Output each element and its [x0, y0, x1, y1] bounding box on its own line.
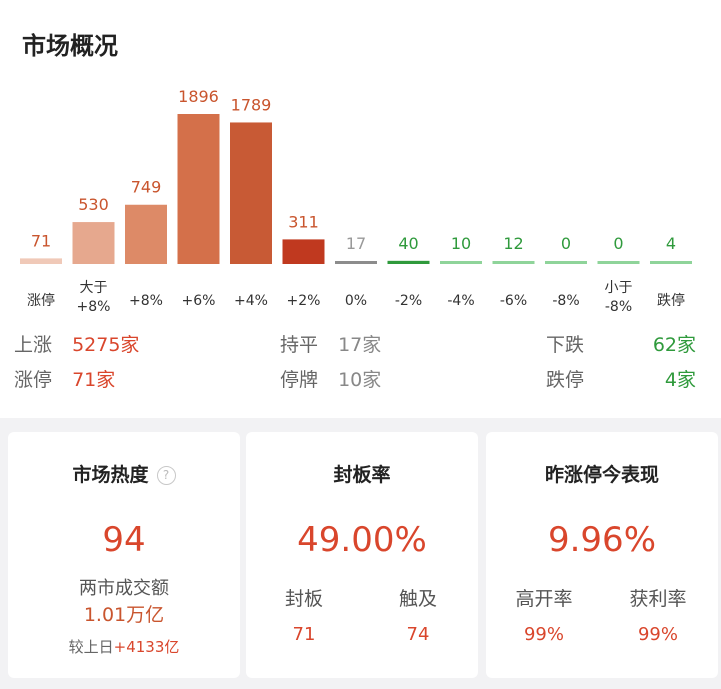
- halt-label: 停牌: [280, 369, 319, 391]
- high-open-rate-value: 99%: [523, 624, 564, 645]
- bar-0: [20, 258, 62, 264]
- bar-value-label: 530: [78, 195, 109, 214]
- category-label: +4%: [234, 293, 268, 309]
- bar-value-label: 749: [131, 178, 162, 197]
- seal-rate-title: 封板率: [333, 464, 391, 486]
- category-label: 大于+8%: [77, 280, 111, 315]
- market-overview-panel: 市场概况 71 涨停 530 大于+8% 749 +8% 1896 +6% 1789 +4% 311…: [0, 0, 721, 418]
- category-label: 小于-8%: [605, 280, 633, 315]
- flat-label: 持平: [280, 334, 319, 356]
- limit-down-count: 跌停 4家: [546, 365, 696, 392]
- bar-4: [230, 122, 272, 265]
- bar-value-label: 0: [561, 234, 571, 253]
- turnover-compare: 较上日+4133亿: [8, 636, 240, 657]
- category-label: -8%: [552, 293, 579, 309]
- high-open-rate-label: 高开率: [515, 588, 573, 610]
- down-value: 62家: [652, 334, 696, 356]
- bar-value-label: 0: [613, 234, 623, 253]
- yesterday-limit-up-title: 昨涨停今表现: [544, 464, 659, 486]
- category-label: +8%: [129, 293, 163, 309]
- bar-7: [387, 260, 430, 264]
- bar-2: [125, 204, 167, 264]
- bar-8: [440, 261, 482, 264]
- bar-1: [72, 222, 115, 264]
- bar-11: [597, 261, 640, 264]
- bar-3: [177, 114, 220, 264]
- category-label: 跌停: [657, 292, 685, 309]
- market-heat-title-text: 市场热度: [72, 464, 149, 486]
- compare-value: +4133亿: [113, 638, 180, 656]
- market-heat-card[interactable]: 市场热度? 94 两市成交额 1.01万亿 较上日+4133亿: [8, 432, 240, 678]
- yesterday-limit-up-value: 9.96%: [547, 520, 656, 560]
- seal-rate-value: 49.00%: [297, 520, 427, 560]
- market-heat-title: 市场热度?: [8, 460, 240, 487]
- bar-value-label: 4: [666, 234, 676, 253]
- category-label: 0%: [345, 293, 367, 309]
- bar-12: [650, 261, 692, 264]
- touched-value: 74: [406, 624, 430, 645]
- turnover-label: 两市成交额: [79, 578, 169, 599]
- bar-value-label: 311: [288, 212, 319, 231]
- halt-value: 10家: [338, 369, 382, 391]
- down-count: 下跌 62家: [546, 330, 696, 357]
- category-label: -4%: [447, 293, 474, 309]
- bar-value-label: 12: [503, 234, 523, 253]
- page-title: 市场概况: [22, 32, 118, 60]
- halt-count: 停牌 10家: [280, 365, 381, 392]
- category-label: -2%: [395, 293, 422, 309]
- bar-value-label: 1789: [231, 95, 272, 114]
- turnover-value: 1.01万亿: [83, 604, 165, 626]
- bar-value-label: 17: [346, 234, 366, 253]
- down-label: 下跌: [546, 334, 585, 356]
- compare-label: 较上日: [68, 638, 114, 656]
- bar-value-label: 10: [451, 234, 471, 253]
- bar-value-label: 40: [398, 234, 418, 253]
- category-label: 涨停: [27, 292, 55, 309]
- bar-value-label: 71: [31, 231, 51, 250]
- sealed-label: 封板: [284, 588, 323, 610]
- up-value: 5275家: [72, 334, 140, 356]
- profit-rate-label: 获利率: [629, 588, 687, 610]
- bar-6: [335, 261, 377, 264]
- limit-up-value: 71家: [72, 369, 116, 391]
- flat-value: 17家: [338, 334, 382, 356]
- yesterday-limit-up-card[interactable]: 昨涨停今表现 9.96% 高开率 获利率 99% 99%: [486, 432, 718, 678]
- bar-value-label: 1896: [178, 87, 219, 106]
- category-label: +6%: [182, 293, 216, 309]
- flat-count: 持平 17家: [280, 330, 381, 357]
- bar-9: [492, 261, 535, 264]
- bar-5: [282, 239, 325, 264]
- distribution-chart: 71 涨停 530 大于+8% 749 +8% 1896 +6% 1789 +4% 311 +2% 17…: [20, 87, 692, 315]
- sealed-value: 71: [292, 624, 316, 645]
- limit-up-label: 涨停: [14, 369, 53, 391]
- limit-down-label: 跌停: [546, 369, 585, 391]
- profit-rate-value: 99%: [637, 624, 678, 645]
- bar-10: [545, 261, 587, 264]
- touched-label: 触及: [398, 588, 437, 610]
- category-label: -6%: [500, 293, 527, 309]
- up-label: 上涨: [14, 334, 53, 356]
- up-count: 上涨 5275家: [14, 330, 139, 357]
- market-heat-value: 94: [102, 520, 146, 560]
- limit-down-value: 4家: [664, 369, 696, 391]
- help-icon[interactable]: ?: [156, 466, 176, 485]
- category-label: +2%: [287, 293, 321, 309]
- limit-up-count: 涨停 71家: [14, 365, 115, 392]
- seal-rate-card[interactable]: 封板率 49.00% 封板 触及 71 74: [246, 432, 478, 678]
